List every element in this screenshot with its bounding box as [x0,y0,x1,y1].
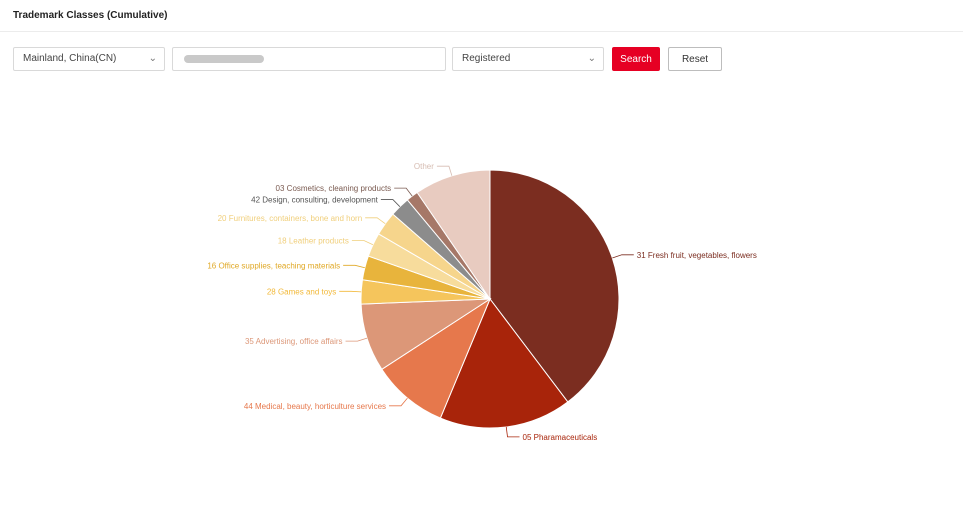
redacted-keyword-value [184,55,264,63]
slice-label-03-cosmetics-cleaning-products: 03 Cosmetics, cleaning products [276,184,392,193]
slice-label-44-medical-beauty-horticulture-services: 44 Medical, beauty, horticulture service… [244,402,386,411]
slice-label-16-office-supplies-teaching-materials: 16 Office supplies, teaching materials [207,261,340,270]
slice-label-20-furnitures-containers-bone-and-horn: 20 Furnitures, containers, bone and horn [218,214,363,223]
search-button[interactable]: Search [612,47,660,71]
leader-line-16-office-supplies-teaching-materials [343,264,365,269]
slice-label-31-fresh-fruit-vegetables-flowers: 31 Fresh fruit, vegetables, flowers [637,251,757,260]
slice-label-28-games-and-toys: 28 Games and toys [267,287,336,296]
leader-line-05-pharamaceuticals [505,426,520,438]
slice-label-other: Other [414,162,434,171]
country-select[interactable]: Mainland, China(CN) ⌄ [13,47,165,71]
leader-line-44-medical-beauty-horticulture-services [389,397,408,407]
slice-label-05-pharamaceuticals: 05 Pharamaceuticals [523,433,598,442]
leader-line-28-games-and-toys [339,290,362,293]
pie-slice-44-medical-beauty-horticulture-services[interactable] [381,297,492,419]
leader-line-31-fresh-fruit-vegetables-flowers [612,254,634,259]
chevron-down-icon: ⌄ [148,53,157,64]
leader-line-35-advertising-office-affairs [345,337,368,342]
leader-line-42-design-consulting-development [380,199,401,207]
page-title: Trademark Classes (Cumulative) [13,10,168,21]
country-select-value: Mainland, China(CN) [23,53,117,64]
leader-line-18-leather-products [351,240,374,246]
leader-line-03-cosmetics-cleaning-products [394,187,413,197]
status-select-value: Registered [462,53,511,64]
leader-line-other [436,165,453,176]
reset-button[interactable]: Reset [668,47,722,71]
leader-line-20-furnitures-containers-bone-and-horn [365,217,386,224]
slice-label-42-design-consulting-development: 42 Design, consulting, development [251,196,379,205]
slice-label-35-advertising-office-affairs: 35 Advertising, office affairs [245,337,343,346]
title-divider [0,31,963,32]
pie-slice-other[interactable] [416,169,491,301]
slice-label-18-leather-products: 18 Leather products [278,237,349,246]
chevron-down-icon: ⌄ [587,53,596,64]
pie-slice-05-pharamaceuticals[interactable] [439,298,569,429]
status-select[interactable]: Registered ⌄ [452,47,604,71]
